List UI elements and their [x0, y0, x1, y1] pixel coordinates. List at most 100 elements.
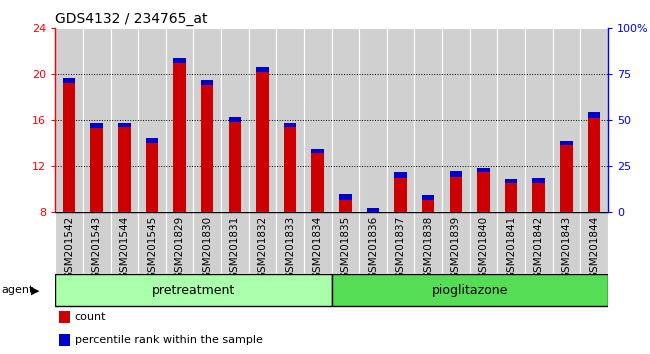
Text: GSM201833: GSM201833 — [285, 215, 295, 279]
Text: GSM201545: GSM201545 — [147, 215, 157, 279]
Bar — [422, 195, 434, 212]
Bar — [311, 149, 324, 153]
Bar — [55, 212, 83, 273]
Bar — [304, 28, 332, 212]
Bar — [284, 123, 296, 212]
Bar — [477, 167, 489, 172]
Bar — [442, 212, 469, 273]
Bar — [339, 194, 352, 212]
Bar — [588, 112, 600, 212]
Bar — [560, 141, 573, 212]
Bar — [256, 67, 268, 212]
Bar — [174, 58, 186, 63]
Bar — [532, 178, 545, 212]
Bar — [111, 28, 138, 212]
Bar — [442, 28, 469, 212]
Bar — [304, 212, 332, 273]
Bar — [248, 212, 276, 273]
Bar — [505, 179, 517, 183]
Bar — [229, 117, 241, 212]
Bar — [367, 208, 379, 212]
Text: GSM201543: GSM201543 — [92, 215, 101, 279]
Text: percentile rank within the sample: percentile rank within the sample — [75, 335, 263, 345]
Bar — [415, 212, 442, 273]
Bar — [552, 28, 580, 212]
Bar — [58, 334, 70, 346]
Bar — [174, 58, 186, 212]
Text: GSM201832: GSM201832 — [257, 215, 267, 279]
Bar — [90, 123, 103, 212]
Bar — [166, 212, 194, 273]
Bar — [332, 28, 359, 212]
Bar — [221, 212, 248, 273]
Bar — [395, 172, 407, 178]
Text: GSM201840: GSM201840 — [478, 215, 488, 279]
Text: GSM201830: GSM201830 — [202, 215, 212, 279]
Bar — [552, 212, 580, 273]
Text: GDS4132 / 234765_at: GDS4132 / 234765_at — [55, 12, 208, 27]
Text: ▶: ▶ — [31, 285, 40, 295]
Bar — [359, 212, 387, 273]
Bar — [55, 28, 83, 212]
Bar — [83, 28, 111, 212]
Bar — [469, 212, 497, 273]
Text: GSM201831: GSM201831 — [230, 215, 240, 279]
Bar — [83, 212, 111, 273]
Text: GSM201836: GSM201836 — [368, 215, 378, 279]
Bar — [422, 195, 434, 200]
Bar — [580, 28, 608, 212]
Bar — [469, 28, 497, 212]
Bar — [63, 78, 75, 83]
Bar — [118, 123, 131, 127]
Bar — [146, 138, 158, 212]
Bar — [359, 28, 387, 212]
Bar — [63, 78, 75, 212]
Text: GSM201835: GSM201835 — [341, 215, 350, 279]
Bar — [146, 138, 158, 143]
Text: pretreatment: pretreatment — [151, 284, 235, 297]
Text: GSM201834: GSM201834 — [313, 215, 322, 279]
Bar — [58, 311, 70, 323]
Bar — [367, 208, 379, 216]
Bar — [248, 28, 276, 212]
Bar — [138, 212, 166, 273]
Bar — [256, 67, 268, 72]
Bar — [166, 28, 194, 212]
Bar — [332, 212, 359, 273]
Bar — [201, 80, 213, 85]
Text: GSM201544: GSM201544 — [120, 215, 129, 279]
Bar — [194, 212, 221, 273]
Bar — [90, 123, 103, 129]
Bar — [311, 149, 324, 212]
Text: GSM201841: GSM201841 — [506, 215, 516, 279]
Text: GSM201542: GSM201542 — [64, 215, 74, 279]
Bar — [118, 123, 131, 212]
Bar — [505, 179, 517, 212]
Text: GSM201837: GSM201837 — [396, 215, 406, 279]
Bar — [387, 212, 415, 273]
Bar — [387, 28, 415, 212]
Bar — [229, 117, 241, 122]
Bar — [532, 178, 545, 183]
Text: GSM201838: GSM201838 — [423, 215, 433, 279]
Bar — [450, 171, 462, 212]
Bar — [332, 274, 608, 306]
Text: pioglitazone: pioglitazone — [432, 284, 508, 297]
Bar — [415, 28, 442, 212]
Bar — [580, 212, 608, 273]
Bar — [221, 28, 248, 212]
Bar — [284, 123, 296, 127]
Bar — [276, 28, 304, 212]
Bar — [276, 212, 304, 273]
Bar — [497, 28, 525, 212]
Bar — [111, 212, 138, 273]
Text: count: count — [75, 312, 106, 322]
Bar — [201, 80, 213, 212]
Bar — [588, 112, 600, 118]
Bar — [55, 274, 332, 306]
Text: GSM201829: GSM201829 — [175, 215, 185, 279]
Bar — [525, 28, 552, 212]
Bar — [395, 172, 407, 212]
Text: GSM201844: GSM201844 — [589, 215, 599, 279]
Text: GSM201839: GSM201839 — [451, 215, 461, 279]
